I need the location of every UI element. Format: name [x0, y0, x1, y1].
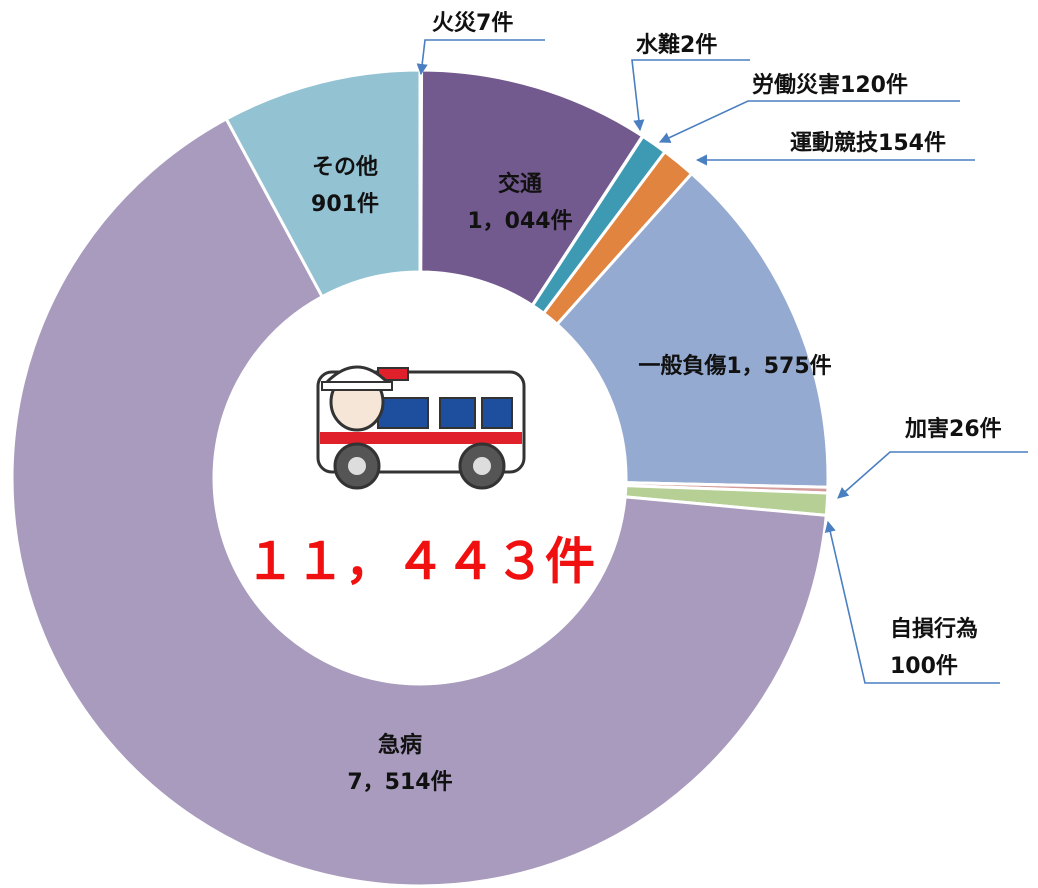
value-label: 901件	[311, 192, 379, 217]
value-label: 7，514件	[347, 770, 452, 795]
data-label: 加害26件	[904, 416, 1002, 442]
data-label: 水難2件	[636, 32, 717, 58]
category-label: 火災	[432, 11, 477, 36]
data-label: 運動競技154件	[790, 130, 946, 156]
category-label: 水難	[636, 32, 680, 58]
data-label: 自損行為 100件	[890, 616, 978, 679]
category-label: 自損行為	[890, 616, 978, 642]
category-label: 交通	[498, 171, 542, 197]
data-label: 火災7件	[432, 11, 513, 36]
leader-line	[838, 452, 1028, 498]
category-label: 労働災害	[752, 72, 840, 98]
data-label: 労働災害120件	[752, 72, 908, 98]
center-total: １１，４４３件	[245, 533, 595, 591]
value-label: 26件	[949, 417, 1002, 442]
leader-line	[421, 40, 545, 74]
value-label: 100件	[890, 654, 958, 679]
data-label: 一般負傷1，575件	[638, 353, 831, 379]
value-label: 7件	[476, 11, 513, 36]
value-label: 120件	[840, 73, 908, 98]
donut	[12, 70, 828, 886]
category-label: その他	[312, 155, 378, 180]
chart: １１，４４３件 火災7件交通 1，044件 水難2件労働災害120件運動競技154件…	[0, 0, 1038, 888]
category-label: 加害	[904, 416, 949, 442]
ambulance-icon	[318, 367, 524, 488]
value-label: 154件	[878, 131, 946, 156]
value-label: 1，575件	[726, 354, 831, 379]
leader-line	[632, 60, 750, 130]
value-label: 2件	[680, 33, 717, 58]
value-label: 1，044件	[467, 209, 572, 234]
category-label: 急病	[378, 732, 422, 758]
category-label: 一般負傷	[638, 353, 726, 379]
category-label: 運動競技	[790, 130, 879, 156]
